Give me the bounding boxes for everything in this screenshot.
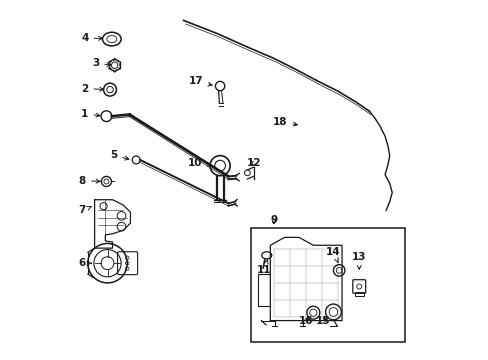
Text: 14: 14 [325, 247, 340, 263]
Bar [354, 292, 363, 296]
Text: 10: 10 [187, 158, 211, 168]
Text: 7: 7 [79, 206, 91, 216]
Text: 15: 15 [316, 316, 330, 325]
Text: 8: 8 [79, 176, 100, 186]
Text: 3: 3 [92, 58, 111, 68]
Text: 17: 17 [188, 76, 212, 86]
Text: 18: 18 [273, 117, 297, 127]
Text: 4: 4 [81, 33, 102, 43]
Text: 5: 5 [110, 150, 129, 160]
Text: 13: 13 [351, 252, 366, 269]
Text: 11: 11 [257, 260, 271, 275]
Text: 6: 6 [79, 258, 91, 268]
Text: 1: 1 [81, 109, 100, 119]
Text: 2: 2 [81, 84, 103, 94]
Text: 12: 12 [247, 158, 261, 168]
Text: 9: 9 [270, 215, 277, 225]
Bar [250, 228, 405, 342]
Text: 16: 16 [298, 316, 313, 325]
